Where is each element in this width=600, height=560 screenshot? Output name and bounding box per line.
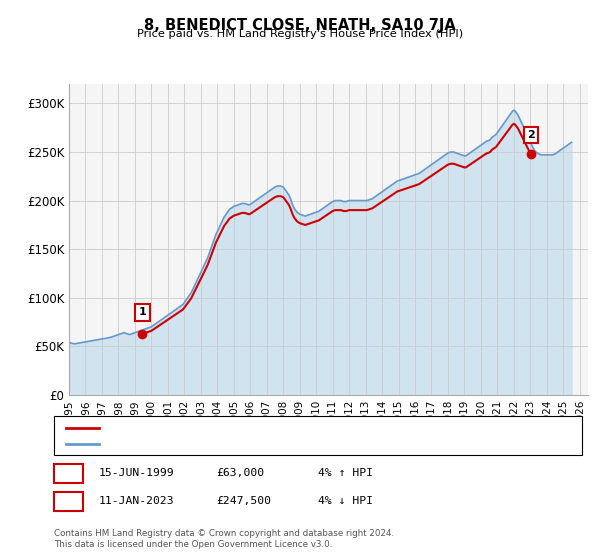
Text: £63,000: £63,000 xyxy=(216,468,264,478)
Text: 2: 2 xyxy=(64,494,73,508)
Text: 8, BENEDICT CLOSE, NEATH, SA10 7JA: 8, BENEDICT CLOSE, NEATH, SA10 7JA xyxy=(144,18,456,33)
Text: HPI: Average price, detached house, Neath Port Talbot: HPI: Average price, detached house, Neat… xyxy=(105,438,388,449)
Text: 4% ↑ HPI: 4% ↑ HPI xyxy=(318,468,373,478)
Text: 4% ↓ HPI: 4% ↓ HPI xyxy=(318,496,373,506)
Text: 8, BENEDICT CLOSE, NEATH, SA10 7JA (detached house): 8, BENEDICT CLOSE, NEATH, SA10 7JA (deta… xyxy=(105,423,398,433)
Text: 11-JAN-2023: 11-JAN-2023 xyxy=(99,496,175,506)
Text: 1: 1 xyxy=(64,466,73,480)
Text: Price paid vs. HM Land Registry's House Price Index (HPI): Price paid vs. HM Land Registry's House … xyxy=(137,29,463,39)
Text: 1: 1 xyxy=(139,307,146,318)
Text: 2: 2 xyxy=(527,130,535,140)
Text: 15-JUN-1999: 15-JUN-1999 xyxy=(99,468,175,478)
Text: £247,500: £247,500 xyxy=(216,496,271,506)
Text: Contains HM Land Registry data © Crown copyright and database right 2024.
This d: Contains HM Land Registry data © Crown c… xyxy=(54,529,394,549)
